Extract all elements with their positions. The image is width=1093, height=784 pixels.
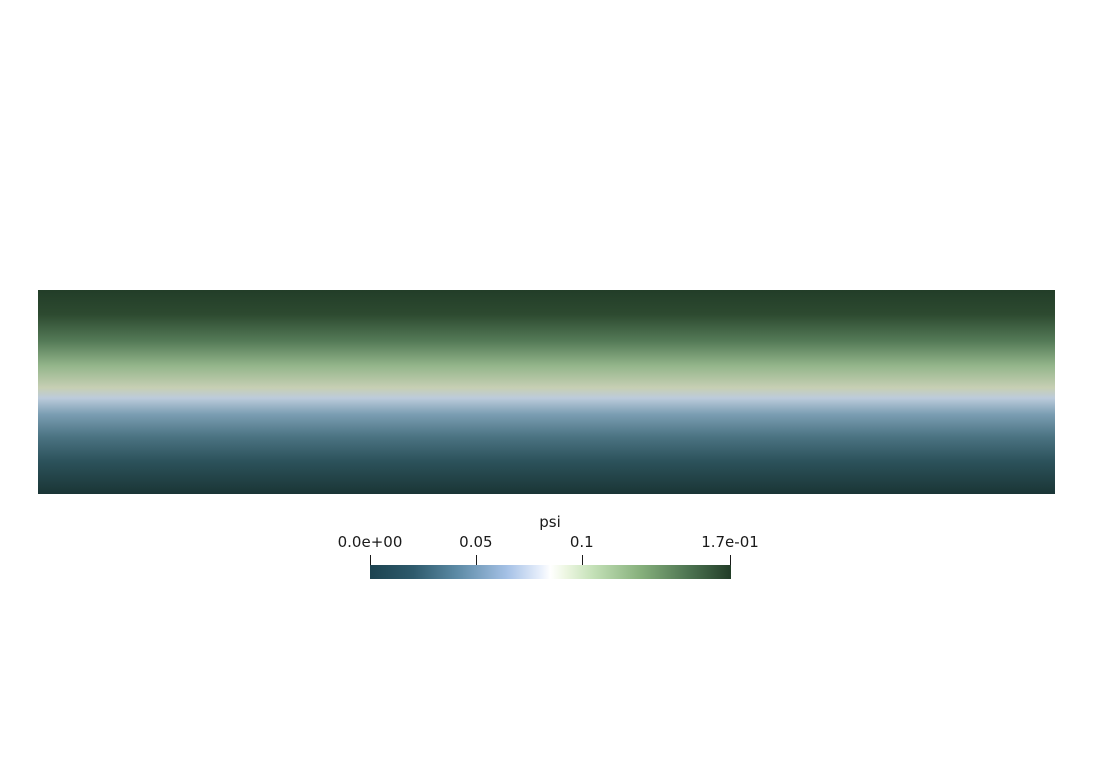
colorbar-tick-mark-2	[582, 555, 583, 565]
psi-field-plot	[38, 290, 1055, 494]
colorbar	[370, 565, 731, 579]
colorbar-tick-mark-1	[476, 555, 477, 565]
colorbar-tick-mark-0	[370, 555, 371, 565]
colorbar-tick-label-1: 0.05	[459, 533, 493, 551]
colorbar-tick-label-3: 1.7e-01	[701, 533, 759, 551]
colorbar-tick-label-0: 0.0e+00	[337, 533, 403, 551]
colorbar-tick-mark-3	[730, 555, 731, 565]
colorbar-tick-label-2: 0.1	[569, 533, 594, 551]
colorbar-title: psi	[539, 513, 561, 531]
